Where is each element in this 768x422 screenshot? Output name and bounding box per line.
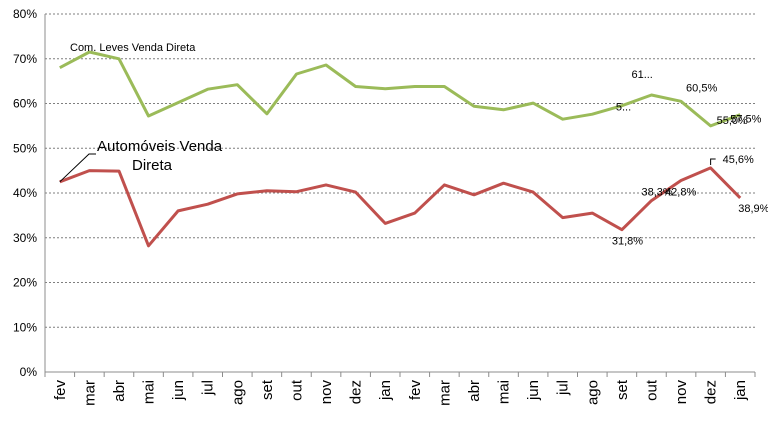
x-tick-label: set xyxy=(259,379,276,400)
x-tick-label: abr xyxy=(466,380,483,402)
data-label: 42,8% xyxy=(665,186,696,198)
data-label: 61... xyxy=(631,69,652,81)
series-lines xyxy=(59,50,742,248)
x-tick-label: mar xyxy=(81,380,98,406)
axes xyxy=(44,14,756,377)
x-tick-label: abr xyxy=(111,380,128,402)
series-label-com-leves: Com. Leves Venda Direta xyxy=(70,42,196,54)
y-tick-label: 60% xyxy=(13,97,37,111)
x-tick-label: set xyxy=(614,379,631,400)
x-tick-label: jul xyxy=(200,380,217,396)
x-tick-label: mar xyxy=(436,380,453,406)
x-tick-label: ago xyxy=(229,380,246,405)
series-labels: Com. Leves Venda Direta Automóveis Venda D… xyxy=(59,42,223,183)
x-tick-label: jan xyxy=(732,380,749,401)
series-line-0 xyxy=(59,50,741,128)
series-label-automoveis-line2: Direta xyxy=(132,157,173,174)
x-tick-label: jun xyxy=(170,380,187,401)
data-label: 45,6% xyxy=(723,154,754,166)
x-tick-label: nov xyxy=(318,380,335,405)
data-label: 38,3% xyxy=(641,187,672,199)
series-line-1 xyxy=(59,166,742,248)
series-label-automoveis-line1: Automóveis Venda xyxy=(97,138,223,155)
x-axis-ticks: fev mar abr mai jun jul ago set out nov dez jan fev m… xyxy=(52,379,749,406)
x-tick-label: dez xyxy=(348,380,365,404)
data-label: 57,5% xyxy=(730,114,761,126)
y-tick-label: 70% xyxy=(13,52,37,66)
x-tick-label: jul xyxy=(555,380,572,396)
y-tick-label: 40% xyxy=(13,186,37,200)
x-tick-label: dez xyxy=(703,380,720,404)
x-tick-label: fev xyxy=(407,380,424,401)
x-tick-label: mai xyxy=(141,380,158,404)
data-label: 60,5% xyxy=(686,82,717,94)
x-tick-label: jan xyxy=(377,380,394,401)
x-tick-label: nov xyxy=(673,380,690,405)
x-tick-label: jun xyxy=(525,380,542,401)
y-tick-label: 80% xyxy=(13,7,37,21)
data-label: 38,9% xyxy=(738,203,768,215)
data-label: 5... xyxy=(616,102,631,114)
series-label-leader xyxy=(59,153,96,183)
x-tick-label: out xyxy=(288,379,305,401)
y-tick-label: 50% xyxy=(13,141,37,155)
data-label: 55,0% xyxy=(717,115,748,127)
y-tick-label: 30% xyxy=(13,231,37,245)
y-tick-label: 10% xyxy=(13,320,37,334)
y-tick-label: 20% xyxy=(13,276,37,290)
x-tick-label: mai xyxy=(496,380,513,404)
data-label-leader xyxy=(710,158,716,165)
data-labels: 5... 61... 60,5% 55,0%57,5% 31,8% 38,3%42,8% 4… xyxy=(612,69,768,248)
x-tick-label: out xyxy=(643,379,660,401)
x-tick-label: ago xyxy=(584,380,601,405)
x-tick-label: fev xyxy=(52,380,69,401)
y-axis-ticks: 0% 10% 20% 30% 40% 50% 60% 70% 80% xyxy=(13,7,37,379)
data-label: 31,8% xyxy=(612,236,643,248)
y-tick-label: 0% xyxy=(20,365,38,379)
